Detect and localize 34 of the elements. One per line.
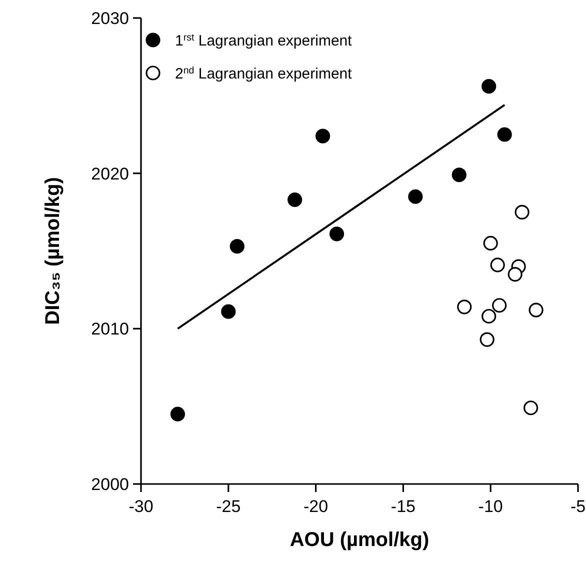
y-tick-label: 2000 [91,474,129,494]
point [170,406,186,422]
point [524,400,538,416]
y-axis-title: DIC₃₅ (µmol/kg) [42,177,64,325]
y-tick-label: 2020 [91,164,129,184]
point [514,204,530,220]
legend-label: 2$^{nd}$ Lagrangian experiment [175,64,353,82]
point [408,189,423,204]
point [329,226,344,242]
x-tick-label: -15 [390,497,416,516]
x-tick-label: -20 [304,497,328,516]
point [480,332,494,347]
point [452,168,466,182]
point [492,298,507,313]
legend-label: 1$^{rst}$ Lagrangian experiment [175,32,353,50]
point [483,236,498,251]
y-tick-label: 2010 [91,320,129,339]
point [482,79,496,94]
x-tick-label: -10 [478,497,503,516]
y-tick-label: 2030 [91,8,129,28]
point [482,308,496,324]
point [457,300,472,314]
point [230,239,244,254]
x-axis-title: AOU (µmol/kg) [290,529,430,551]
point [508,267,522,282]
point [497,127,512,142]
point [221,304,236,319]
x-tick-label: -5 [570,497,586,516]
point [288,192,302,208]
point [490,258,505,272]
x-tick-label: -25 [216,497,241,516]
point [528,302,544,318]
point [315,128,330,144]
x-tick-label: -30 [128,497,154,516]
